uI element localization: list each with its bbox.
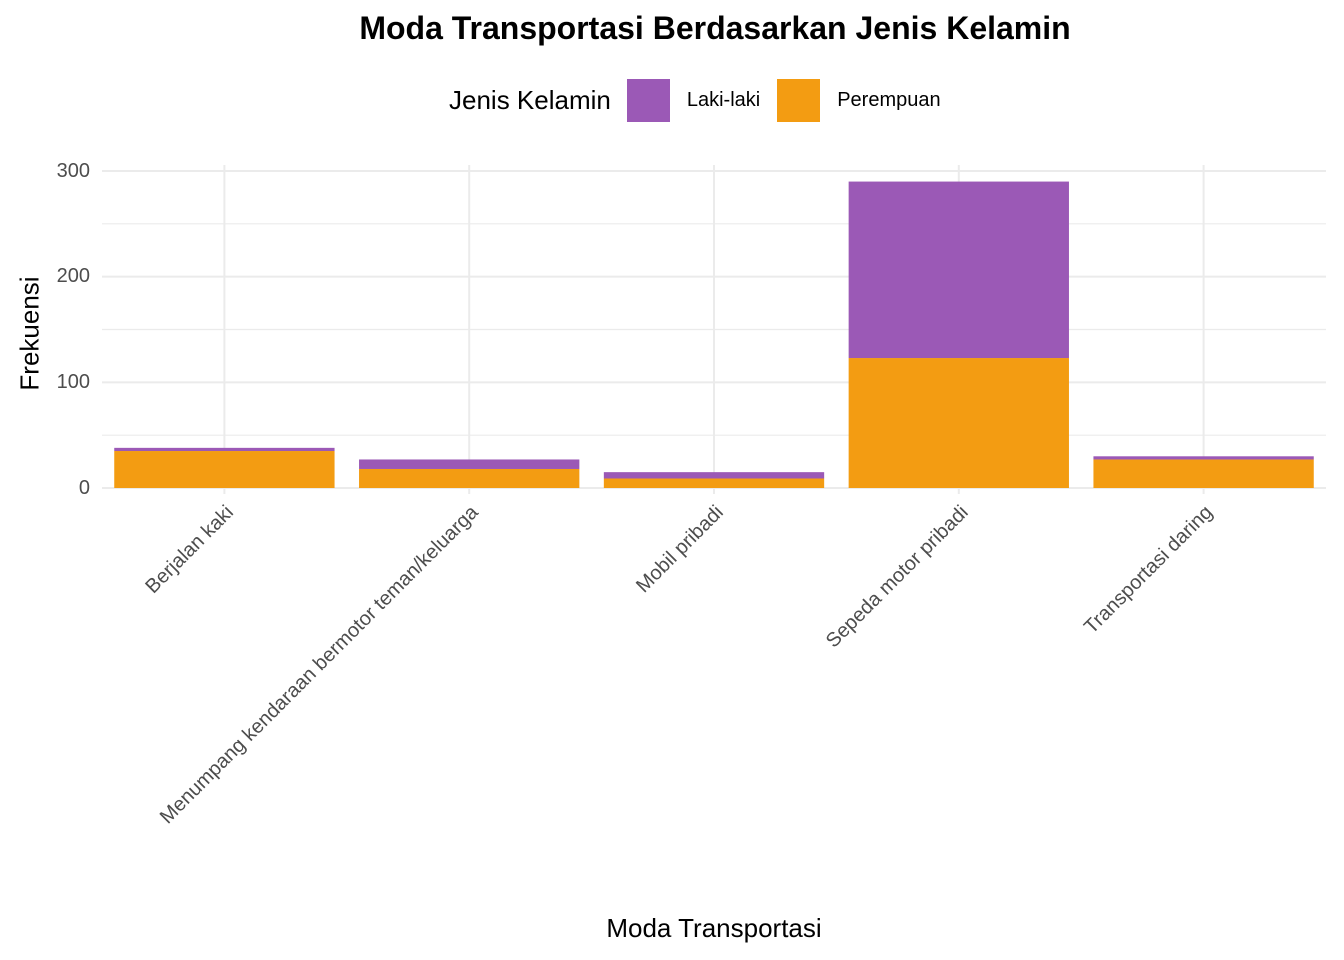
chart-title: Moda Transportasi Berdasarkan Jenis Kela…	[359, 10, 1071, 46]
bar-perempuan-0	[114, 451, 335, 488]
bar-perempuan-2	[603, 478, 825, 488]
legend-label-perempuan: Perempuan	[837, 88, 941, 111]
x-axis-label: Moda Transportasi	[606, 913, 822, 943]
bar-perempuan-1	[359, 468, 580, 488]
legend-key-laki-laki	[626, 78, 670, 122]
bar-laki-laki-0	[114, 447, 335, 452]
legend: Jenis Kelamin Laki-laki Perempuan	[449, 78, 958, 122]
y-tick-200: 200	[56, 265, 90, 287]
bar-laki-laki-2	[603, 472, 825, 479]
bar-perempuan-3	[848, 358, 1069, 488]
legend-title: Jenis Kelamin	[449, 84, 611, 115]
bar-laki-laki-1	[359, 459, 580, 469]
bar-laki-laki-4	[1093, 456, 1314, 460]
bar-perempuan-4	[1093, 459, 1314, 488]
bar-laki-laki-3	[848, 181, 1069, 359]
legend-label-laki-laki: Laki-laki	[686, 88, 761, 111]
y-tick-100: 100	[56, 371, 90, 393]
y-tick-300: 300	[56, 160, 90, 182]
y-tick-0: 0	[78, 477, 90, 499]
legend-key-perempuan	[777, 78, 821, 122]
